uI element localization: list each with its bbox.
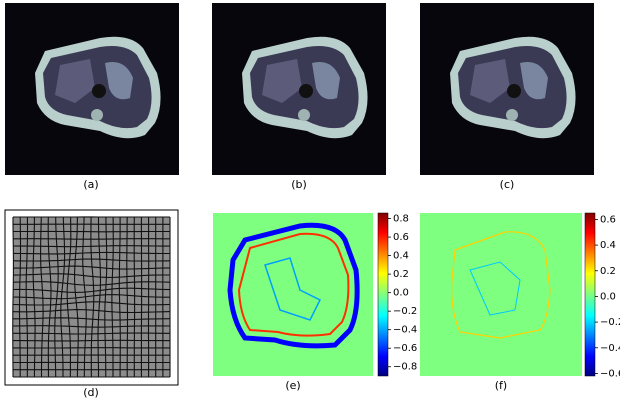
colorbar (585, 213, 595, 376)
grid-line (127, 217, 128, 377)
diff-map-f (420, 213, 582, 376)
image-b (212, 3, 386, 175)
colorbar-tick-label: −0.6 (393, 343, 417, 354)
colorbar-tick-label: −0.4 (393, 325, 417, 336)
colorbar-tick-label: −0.8 (393, 362, 417, 373)
colorbar-tick-label: 0.6 (600, 214, 616, 225)
caption: (a) (83, 178, 98, 191)
colorbar-tick-label: 0.8 (393, 214, 409, 225)
caption: (b) (291, 178, 307, 191)
caption: (e) (285, 379, 300, 392)
colorbar-tick-label: −0.2 (393, 306, 417, 317)
colorbar-tick-label: 0.0 (393, 288, 409, 299)
caption: (d) (83, 386, 99, 399)
grid-line (13, 239, 170, 240)
image-a (5, 3, 179, 175)
colorbar-tick-label: −0.6 (600, 368, 620, 379)
colorbar-tick-label: 0.6 (393, 232, 409, 243)
caption: (c) (500, 178, 515, 191)
figure: (a) (b) (c) (d) (e) (f) 0.8 0.6 0.4 0.2 0.0 −… (0, 0, 620, 400)
colorbar (378, 213, 388, 376)
grid-line (13, 340, 170, 341)
colorbar-tick-label: 0.2 (393, 269, 409, 280)
image-c (420, 3, 594, 175)
colorbar-tick-label: 0.4 (393, 251, 409, 262)
colorbar-tick-label: 0.4 (600, 240, 616, 251)
colorbar-tick-label: −0.4 (600, 343, 620, 354)
colorbar-tick-label: −0.2 (600, 317, 620, 328)
colorbar-tick-label: 0.2 (600, 266, 616, 277)
caption: (f) (495, 379, 507, 392)
colorbar-tick-label: 0.0 (600, 291, 616, 302)
